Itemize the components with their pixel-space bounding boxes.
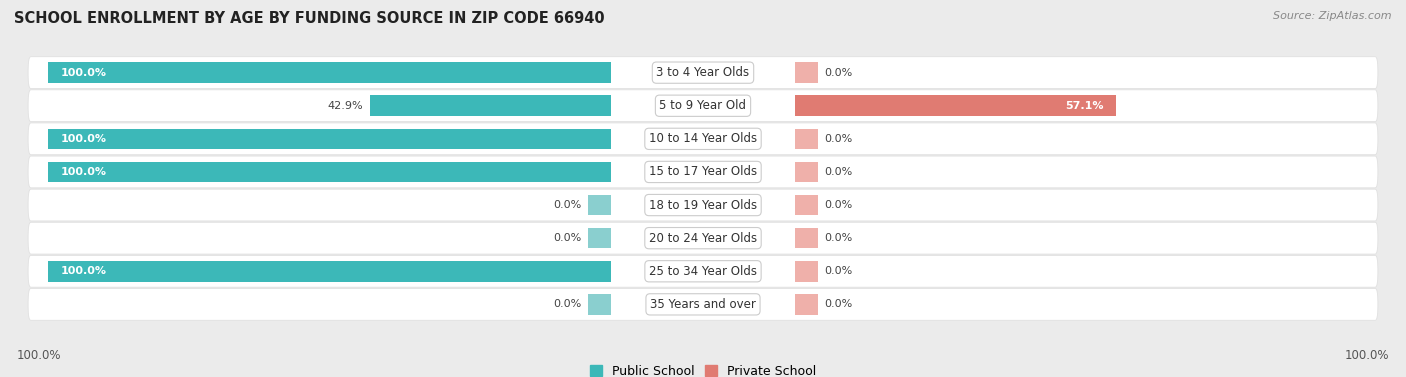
Text: 100.0%: 100.0% bbox=[60, 134, 107, 144]
Text: 20 to 24 Year Olds: 20 to 24 Year Olds bbox=[650, 231, 756, 245]
Bar bbox=[794, 62, 818, 83]
Bar bbox=[48, 162, 612, 182]
Text: 10 to 14 Year Olds: 10 to 14 Year Olds bbox=[650, 132, 756, 146]
Bar bbox=[370, 95, 612, 116]
Bar bbox=[794, 95, 1116, 116]
Text: 5 to 9 Year Old: 5 to 9 Year Old bbox=[659, 99, 747, 112]
Text: 25 to 34 Year Olds: 25 to 34 Year Olds bbox=[650, 265, 756, 278]
Bar bbox=[794, 294, 818, 315]
Text: 35 Years and over: 35 Years and over bbox=[650, 298, 756, 311]
Text: 0.0%: 0.0% bbox=[824, 266, 852, 276]
Legend: Public School, Private School: Public School, Private School bbox=[589, 365, 817, 377]
Bar bbox=[794, 162, 818, 182]
Bar bbox=[588, 228, 612, 248]
Text: 100.0%: 100.0% bbox=[17, 349, 62, 362]
Text: 57.1%: 57.1% bbox=[1064, 101, 1104, 111]
Text: 0.0%: 0.0% bbox=[554, 299, 582, 310]
FancyBboxPatch shape bbox=[28, 90, 1378, 122]
Text: 18 to 19 Year Olds: 18 to 19 Year Olds bbox=[650, 199, 756, 211]
FancyBboxPatch shape bbox=[28, 189, 1378, 221]
Text: 100.0%: 100.0% bbox=[60, 167, 107, 177]
Text: SCHOOL ENROLLMENT BY AGE BY FUNDING SOURCE IN ZIP CODE 66940: SCHOOL ENROLLMENT BY AGE BY FUNDING SOUR… bbox=[14, 11, 605, 26]
Text: 0.0%: 0.0% bbox=[824, 167, 852, 177]
FancyBboxPatch shape bbox=[28, 255, 1378, 287]
Bar bbox=[794, 195, 818, 215]
Text: 100.0%: 100.0% bbox=[60, 67, 107, 78]
Text: Source: ZipAtlas.com: Source: ZipAtlas.com bbox=[1274, 11, 1392, 21]
FancyBboxPatch shape bbox=[28, 288, 1378, 320]
Bar bbox=[48, 261, 612, 282]
Text: 42.9%: 42.9% bbox=[328, 101, 363, 111]
Text: 100.0%: 100.0% bbox=[1344, 349, 1389, 362]
Text: 0.0%: 0.0% bbox=[824, 233, 852, 243]
FancyBboxPatch shape bbox=[28, 156, 1378, 188]
Bar bbox=[48, 129, 612, 149]
Text: 15 to 17 Year Olds: 15 to 17 Year Olds bbox=[650, 166, 756, 178]
FancyBboxPatch shape bbox=[28, 222, 1378, 254]
Bar bbox=[794, 228, 818, 248]
Bar bbox=[588, 294, 612, 315]
FancyBboxPatch shape bbox=[28, 123, 1378, 155]
Text: 0.0%: 0.0% bbox=[554, 200, 582, 210]
Text: 0.0%: 0.0% bbox=[824, 200, 852, 210]
Bar bbox=[794, 261, 818, 282]
Text: 0.0%: 0.0% bbox=[824, 134, 852, 144]
Bar bbox=[48, 62, 612, 83]
Text: 0.0%: 0.0% bbox=[824, 67, 852, 78]
Text: 0.0%: 0.0% bbox=[824, 299, 852, 310]
Text: 0.0%: 0.0% bbox=[554, 233, 582, 243]
Bar bbox=[794, 129, 818, 149]
FancyBboxPatch shape bbox=[28, 57, 1378, 89]
Text: 100.0%: 100.0% bbox=[60, 266, 107, 276]
Bar bbox=[588, 195, 612, 215]
Text: 3 to 4 Year Olds: 3 to 4 Year Olds bbox=[657, 66, 749, 79]
